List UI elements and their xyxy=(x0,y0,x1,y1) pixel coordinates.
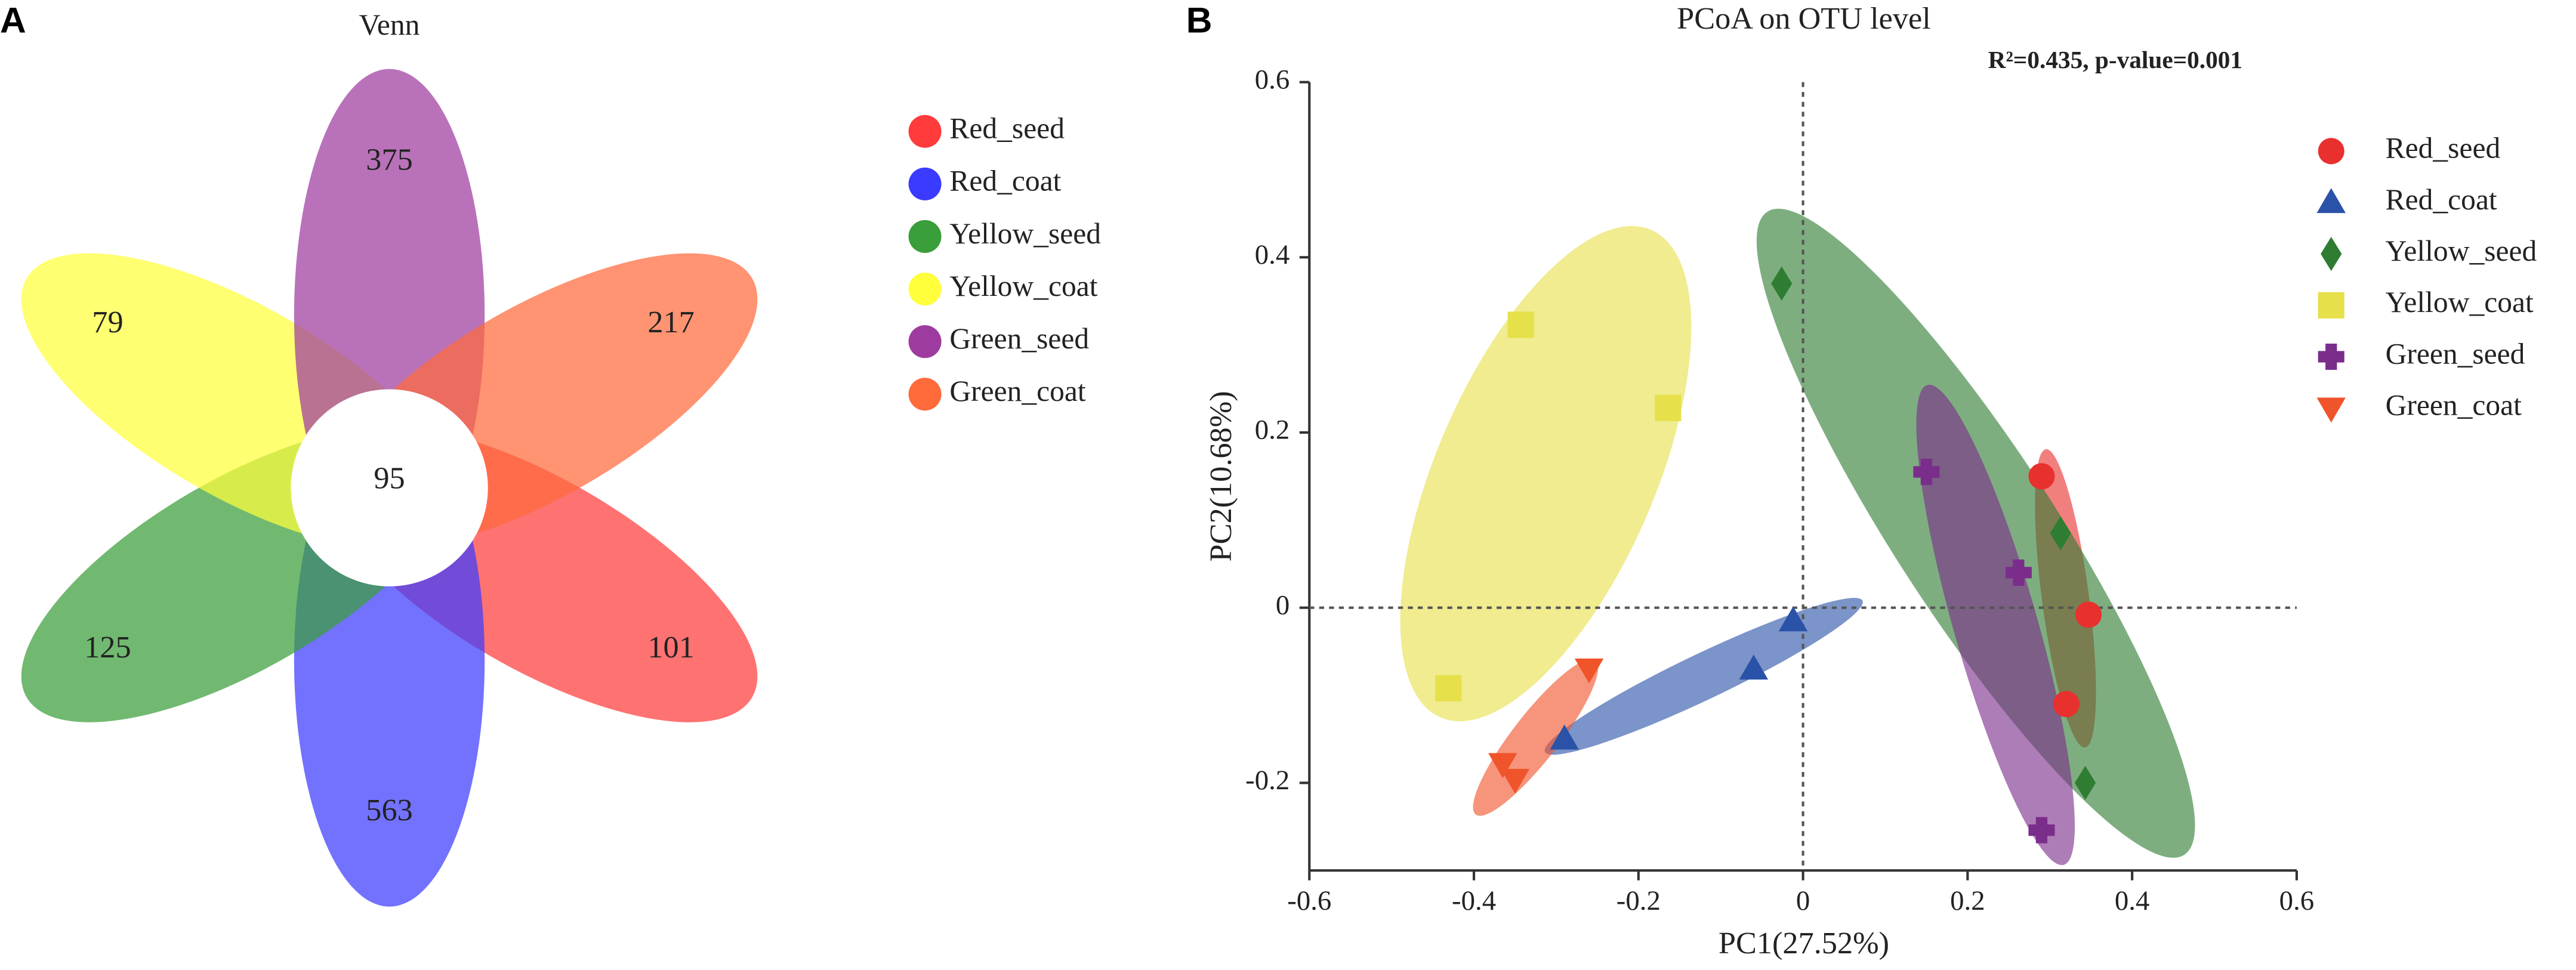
legend-marker xyxy=(2318,138,2344,165)
petal-label: 79 xyxy=(92,305,123,339)
y-axis-label: PC2(10.68%) xyxy=(1204,391,1238,561)
legend-marker xyxy=(2321,237,2342,271)
y-tick-label: 0.2 xyxy=(1255,415,1290,446)
legend-label: Yellow_seed xyxy=(2386,234,2537,267)
marker xyxy=(1913,459,1940,486)
marker xyxy=(1488,753,1517,779)
x-axis-label: PC1(27.52%) xyxy=(1719,926,1889,960)
marker xyxy=(1778,606,1808,632)
marker xyxy=(2005,559,2032,586)
legend-label: Red_coat xyxy=(949,165,1061,197)
x-tick-label: 0.2 xyxy=(1950,885,1985,916)
marker xyxy=(1435,675,1462,702)
y-tick-label: 0.6 xyxy=(1255,64,1290,95)
legend-marker xyxy=(2318,292,2344,319)
confidence-ellipse xyxy=(1473,659,1599,816)
legend-marker xyxy=(2318,343,2344,370)
confidence-ellipse xyxy=(1544,598,1863,755)
marker xyxy=(2028,463,2055,490)
venn-title: Venn xyxy=(359,8,420,41)
x-tick-label: 0.6 xyxy=(2279,885,2315,916)
marker xyxy=(1739,654,1769,680)
panel-label: B xyxy=(1186,0,1213,41)
legend-label: Green_seed xyxy=(949,322,1089,355)
legend-marker xyxy=(908,167,942,200)
x-tick-label: -0.6 xyxy=(1287,885,1331,916)
legend-label: Yellow_coat xyxy=(2386,286,2534,319)
y-tick-label: 0.4 xyxy=(1255,239,1290,270)
confidence-ellipse xyxy=(1400,225,1692,722)
marker xyxy=(1550,724,1579,750)
petal-label: 125 xyxy=(84,630,131,665)
marker xyxy=(2053,691,2080,718)
legend-marker xyxy=(908,115,942,148)
panel-label: A xyxy=(0,0,26,41)
x-tick-label: 0 xyxy=(1796,885,1810,916)
legend-marker xyxy=(2316,397,2346,423)
x-tick-label: -0.2 xyxy=(1616,885,1661,916)
legend-label: Yellow_coat xyxy=(949,270,1097,302)
legend-marker xyxy=(908,273,942,306)
legend-label: Red_coat xyxy=(2386,183,2497,216)
legend-label: Red_seed xyxy=(949,112,1065,145)
marker xyxy=(1500,768,1530,794)
marker xyxy=(1574,658,1604,684)
marker xyxy=(1655,394,1682,421)
legend-marker xyxy=(908,378,942,411)
confidence-ellipse xyxy=(1916,384,2075,866)
legend-label: Green_coat xyxy=(949,375,1086,407)
marker xyxy=(2050,516,2071,551)
petal-label: 375 xyxy=(366,143,412,177)
chart-title: PCoA on OTU level xyxy=(1677,1,1931,36)
petal-label: 563 xyxy=(366,793,412,827)
y-tick-label: -0.2 xyxy=(1245,765,1289,796)
petal-label: 101 xyxy=(647,630,694,665)
legend-marker xyxy=(908,220,942,253)
legend-label: Yellow_seed xyxy=(949,217,1101,250)
legend-label: Green_seed xyxy=(2386,337,2525,370)
intersection-label: 95 xyxy=(374,461,405,496)
marker xyxy=(2074,765,2096,800)
x-tick-label: -0.4 xyxy=(1452,885,1496,916)
marker xyxy=(2075,601,2102,628)
center-circle xyxy=(291,389,488,586)
legend-marker xyxy=(908,325,942,359)
petal-label: 217 xyxy=(647,305,694,339)
x-tick-label: 0.4 xyxy=(2115,885,2150,916)
legend-label: Red_seed xyxy=(2386,132,2501,165)
legend-marker xyxy=(2316,188,2346,214)
y-tick-label: 0 xyxy=(1276,589,1289,620)
marker xyxy=(1507,311,1534,338)
legend-label: Green_coat xyxy=(2386,389,2522,422)
marker xyxy=(2028,817,2055,844)
annotation: R²=0.435, p-value=0.001 xyxy=(1988,46,2242,73)
